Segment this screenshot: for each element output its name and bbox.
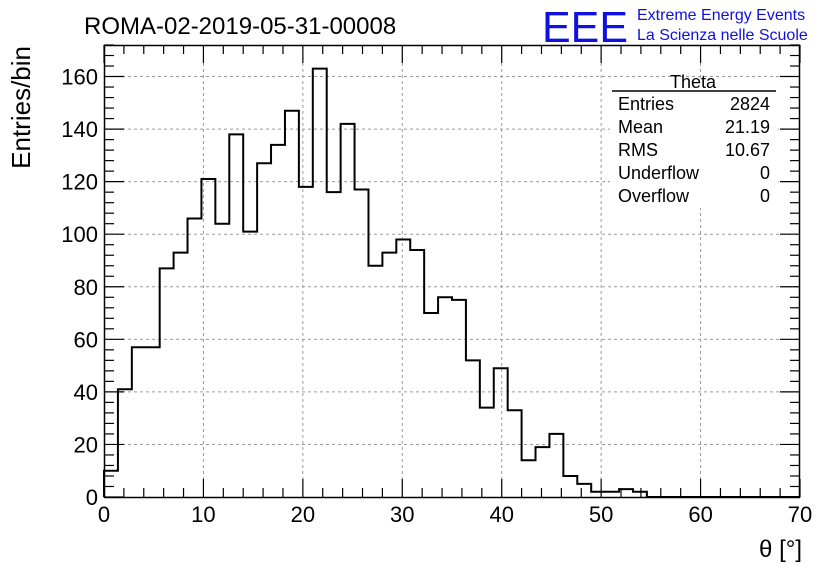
y-tick-label: 120 [61, 170, 98, 195]
stats-row-label: Overflow [618, 186, 690, 206]
y-tick-label: 80 [74, 275, 98, 300]
x-tick-label: 10 [191, 502, 215, 527]
histogram-bin [424, 313, 438, 497]
stats-row-label: Mean [618, 117, 663, 137]
histogram-bin [313, 69, 327, 497]
histogram-outline [103, 67, 800, 498]
x-tick-labels: 0 10 20 30 40 50 60 70 [98, 502, 812, 527]
histogram-bin [160, 268, 174, 497]
stats-row-value: 0 [760, 163, 770, 183]
x-tick-label: 70 [788, 502, 812, 527]
histogram-bin [382, 253, 396, 497]
y-tick-label: 140 [61, 117, 98, 142]
stats-row-label: RMS [618, 140, 658, 160]
eee-logo-line2: La Scienza nelle Scuole [637, 27, 808, 44]
histogram-bin [536, 447, 550, 497]
y-tick-label: 40 [74, 380, 98, 405]
histogram-bin [452, 300, 466, 497]
stats-box-background [610, 78, 778, 208]
histogram-bin [563, 476, 577, 497]
histogram-bin [285, 111, 299, 497]
y-tick-label: 160 [61, 65, 98, 90]
histogram-bin [229, 134, 243, 497]
plot-frame [103, 44, 801, 499]
x-tick-label: 60 [688, 502, 712, 527]
histogram-bin [132, 347, 146, 497]
histogram-bin [174, 253, 188, 497]
histogram-bin [508, 410, 522, 497]
histogram-bin [104, 471, 118, 497]
eee-logo-mark: EEE [542, 3, 628, 52]
histogram-bin [188, 218, 202, 497]
stats-row-label: Underflow [618, 163, 700, 183]
histogram-bin [522, 460, 536, 497]
histogram-bin [355, 190, 369, 497]
stats-row-label: Entries [618, 94, 674, 114]
y-tick-label: 100 [61, 222, 98, 247]
axis-ticks [103, 44, 801, 498]
histogram-bin [257, 163, 271, 497]
y-axis-label: Entries/bin [6, 46, 36, 169]
histogram-bin [368, 266, 382, 497]
stats-row-value: 0 [760, 186, 770, 206]
x-tick-label: 20 [291, 502, 315, 527]
histogram-bin [146, 347, 160, 497]
eee-logo: EEE Extreme Energy Events La Scienza nel… [542, 3, 808, 52]
grid-lines [104, 45, 800, 497]
eee-logo-line1: Extreme Energy Events [637, 7, 805, 24]
histogram-bin [299, 187, 313, 497]
histogram-bin [480, 408, 494, 497]
stats-row-value: 21.19 [725, 117, 770, 137]
stats-box: Theta Entries 2824 Mean 21.19 RMS 10.67 Underf… [610, 72, 778, 208]
x-tick-label: 40 [489, 502, 513, 527]
histogram-bin [327, 192, 341, 497]
histogram-bin [577, 484, 591, 497]
histogram-bin [341, 124, 355, 497]
histogram-bins [104, 69, 647, 497]
chart-title: ROMA-02-2019-05-31-00008 [84, 13, 396, 40]
stats-row-value: 2824 [730, 94, 770, 114]
histogram-bin [243, 232, 257, 497]
stats-box-title: Theta [670, 72, 717, 92]
x-tick-label: 50 [589, 502, 613, 527]
histogram-bin [466, 360, 480, 497]
x-tick-label: 30 [390, 502, 414, 527]
x-tick-label: 0 [98, 502, 110, 527]
stats-row-value: 10.67 [725, 140, 770, 160]
y-tick-labels: 0 20 40 60 80 100 120 140 160 [61, 65, 98, 510]
histogram-bin [494, 368, 508, 497]
y-tick-label: 60 [74, 327, 98, 352]
y-tick-label: 20 [74, 432, 98, 457]
y-tick-label: 0 [86, 485, 98, 510]
histogram-bin [549, 434, 563, 497]
histogram-bin [396, 239, 410, 497]
histogram-bin [438, 297, 452, 497]
x-axis-label: θ [°] [759, 536, 802, 563]
histogram-bin [118, 389, 132, 497]
histogram-bin [215, 224, 229, 497]
